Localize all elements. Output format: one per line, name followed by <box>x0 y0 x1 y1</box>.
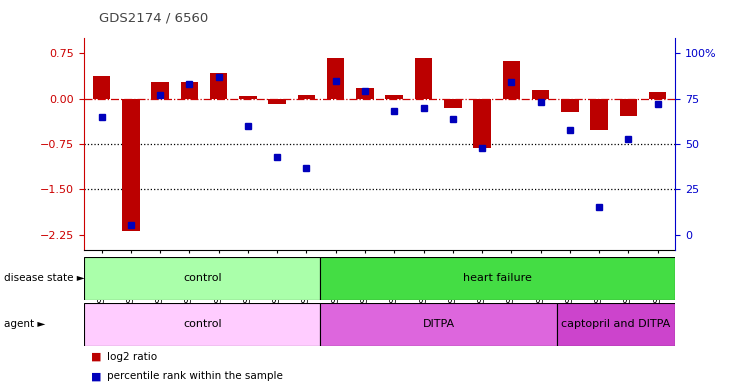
Bar <box>84 303 320 346</box>
Bar <box>620 99 637 116</box>
Bar <box>502 61 520 99</box>
Bar <box>561 99 579 112</box>
Text: agent ►: agent ► <box>4 319 45 329</box>
Text: ■: ■ <box>91 352 101 362</box>
Text: captopril and DITPA: captopril and DITPA <box>561 319 671 329</box>
Bar <box>298 94 315 99</box>
Bar <box>239 96 257 99</box>
Text: heart failure: heart failure <box>464 273 532 283</box>
Bar <box>93 76 110 99</box>
Text: control: control <box>183 273 221 283</box>
Text: percentile rank within the sample: percentile rank within the sample <box>107 371 283 381</box>
Bar <box>532 90 550 99</box>
Bar <box>473 99 491 148</box>
Bar <box>320 257 675 300</box>
Bar <box>210 73 227 99</box>
Bar <box>557 303 675 346</box>
Text: GDS2174 / 6560: GDS2174 / 6560 <box>99 12 208 25</box>
Bar <box>269 99 286 104</box>
Bar <box>151 82 169 99</box>
Text: DITPA: DITPA <box>423 319 455 329</box>
Text: control: control <box>183 319 221 329</box>
Bar <box>84 257 320 300</box>
Text: log2 ratio: log2 ratio <box>107 352 158 362</box>
Bar <box>591 99 608 130</box>
Bar <box>320 303 557 346</box>
Bar <box>122 99 139 232</box>
Bar <box>180 83 198 99</box>
Text: disease state ►: disease state ► <box>4 273 85 283</box>
Bar <box>356 88 374 99</box>
Text: ■: ■ <box>91 371 101 381</box>
Bar <box>415 58 432 99</box>
Bar <box>444 99 461 108</box>
Bar <box>327 58 345 99</box>
Bar <box>385 95 403 99</box>
Bar <box>649 91 666 99</box>
